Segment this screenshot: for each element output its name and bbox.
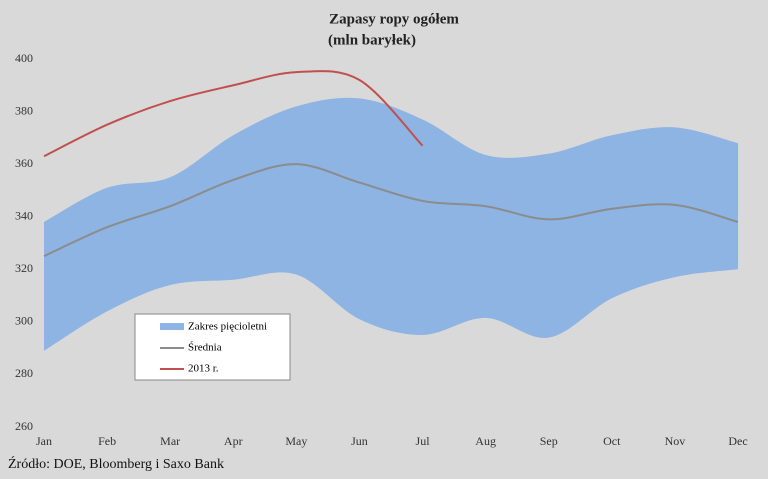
series-line <box>43 70 424 158</box>
legend-swatch <box>160 323 184 330</box>
y-tick-label: 400 <box>15 51 33 65</box>
x-tick-label: Mar <box>160 434 180 448</box>
y-tick-label: 340 <box>15 208 33 222</box>
x-tick-label: Jul <box>416 434 431 448</box>
x-tick-label: Dec <box>728 434 747 448</box>
x-tick-label: Nov <box>665 434 686 448</box>
legend: Zakres pięcioletni Średnia 2013 r. <box>134 313 291 381</box>
x-tick-label: Feb <box>98 434 116 448</box>
x-tick-label: Aug <box>475 434 496 448</box>
y-tick-label: 280 <box>15 366 33 380</box>
range-area <box>44 97 738 351</box>
y-tick-label: 380 <box>15 103 33 117</box>
legend-label: Średnia <box>188 342 222 354</box>
x-tick-label: Sep <box>540 434 558 448</box>
series-line <box>43 163 739 258</box>
chart-title: Zapasy ropy ogółem <box>329 11 459 27</box>
y-tick-label: 360 <box>15 156 33 170</box>
x-tick-label: Oct <box>603 434 621 448</box>
y-tick-label: 300 <box>15 314 33 328</box>
y-tick-label: 260 <box>15 419 33 433</box>
x-tick-label: Apr <box>224 434 243 448</box>
legend-label: Zakres pięcioletni <box>188 321 267 333</box>
x-tick-label: Jun <box>351 434 368 448</box>
x-tick-label: Jan <box>36 434 52 448</box>
legend-label: 2013 r. <box>188 363 219 375</box>
x-tick-label: May <box>285 434 307 448</box>
y-tick-label: 320 <box>15 261 33 275</box>
chart-subtitle: (mln baryłek) <box>328 32 416 48</box>
source-note: Źródło: DOE, Bloomberg i Saxo Bank <box>8 455 224 472</box>
